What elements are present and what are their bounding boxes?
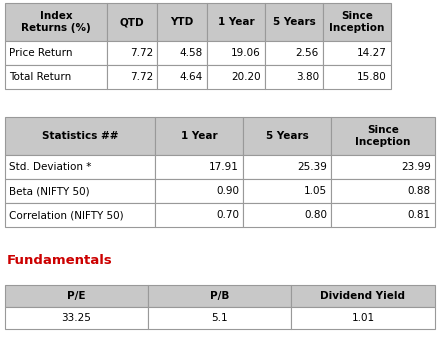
Text: 0.88: 0.88 xyxy=(408,186,431,196)
Text: 23.99: 23.99 xyxy=(401,162,431,172)
Bar xyxy=(207,3,265,41)
Bar xyxy=(291,285,435,307)
Text: 0.81: 0.81 xyxy=(408,210,431,220)
Text: 0.80: 0.80 xyxy=(304,210,327,220)
Bar xyxy=(243,179,331,203)
Text: Total Return: Total Return xyxy=(9,72,71,82)
Text: 25.39: 25.39 xyxy=(297,162,327,172)
Bar xyxy=(323,65,391,89)
Bar xyxy=(155,203,243,227)
Text: 0.90: 0.90 xyxy=(216,186,239,196)
Text: 4.64: 4.64 xyxy=(180,72,203,82)
Text: 7.72: 7.72 xyxy=(130,72,153,82)
Bar xyxy=(243,203,331,227)
Text: 17.91: 17.91 xyxy=(209,162,239,172)
Text: 19.06: 19.06 xyxy=(231,48,261,58)
Text: YTD: YTD xyxy=(170,17,194,27)
Text: 3.80: 3.80 xyxy=(296,72,319,82)
Bar xyxy=(5,307,148,329)
Bar xyxy=(148,285,291,307)
Text: 14.27: 14.27 xyxy=(357,48,387,58)
Bar xyxy=(107,3,157,41)
Text: Since
Inception: Since Inception xyxy=(355,125,411,147)
Bar xyxy=(207,65,265,89)
Bar xyxy=(157,3,207,41)
Text: P/B: P/B xyxy=(210,291,229,301)
Text: Statistics ##: Statistics ## xyxy=(42,131,118,141)
Text: Since
Inception: Since Inception xyxy=(329,11,384,33)
Text: 4.58: 4.58 xyxy=(180,48,203,58)
Text: QTD: QTD xyxy=(120,17,144,27)
Bar xyxy=(148,307,291,329)
Text: Std. Deviation *: Std. Deviation * xyxy=(9,162,91,172)
Bar xyxy=(5,155,155,179)
Bar xyxy=(331,203,435,227)
Text: 1.05: 1.05 xyxy=(304,186,327,196)
Bar xyxy=(5,41,107,65)
Bar xyxy=(331,117,435,155)
Bar xyxy=(155,117,243,155)
Bar xyxy=(323,41,391,65)
Bar xyxy=(5,203,155,227)
Text: 0.70: 0.70 xyxy=(216,210,239,220)
Bar xyxy=(291,307,435,329)
Text: 33.25: 33.25 xyxy=(61,313,91,323)
Text: Fundamentals: Fundamentals xyxy=(7,254,113,267)
Text: 2.56: 2.56 xyxy=(296,48,319,58)
Text: Index
Returns (%): Index Returns (%) xyxy=(21,11,91,33)
Text: 5.1: 5.1 xyxy=(211,313,228,323)
Text: 5 Years: 5 Years xyxy=(273,17,316,27)
Text: 1.01: 1.01 xyxy=(352,313,375,323)
Text: Correlation (NIFTY 50): Correlation (NIFTY 50) xyxy=(9,210,124,220)
Bar xyxy=(331,179,435,203)
Bar xyxy=(265,65,323,89)
Bar xyxy=(265,41,323,65)
Text: 15.80: 15.80 xyxy=(357,72,387,82)
Text: Beta (NIFTY 50): Beta (NIFTY 50) xyxy=(9,186,89,196)
Bar xyxy=(157,41,207,65)
Bar xyxy=(265,3,323,41)
Text: P/E: P/E xyxy=(67,291,86,301)
Bar xyxy=(323,3,391,41)
Bar xyxy=(243,155,331,179)
Bar xyxy=(243,117,331,155)
Bar xyxy=(107,41,157,65)
Text: Dividend Yield: Dividend Yield xyxy=(320,291,405,301)
Bar xyxy=(5,65,107,89)
Bar xyxy=(331,155,435,179)
Bar xyxy=(107,65,157,89)
Text: 20.20: 20.20 xyxy=(231,72,261,82)
Bar xyxy=(155,179,243,203)
Bar xyxy=(5,285,148,307)
Text: Price Return: Price Return xyxy=(9,48,73,58)
Text: 1 Year: 1 Year xyxy=(181,131,217,141)
Text: 7.72: 7.72 xyxy=(130,48,153,58)
Bar xyxy=(207,41,265,65)
Bar xyxy=(157,65,207,89)
Bar xyxy=(155,155,243,179)
Bar xyxy=(5,117,155,155)
Bar xyxy=(5,179,155,203)
Text: 1 Year: 1 Year xyxy=(218,17,254,27)
Text: 5 Years: 5 Years xyxy=(266,131,308,141)
Bar xyxy=(5,3,107,41)
